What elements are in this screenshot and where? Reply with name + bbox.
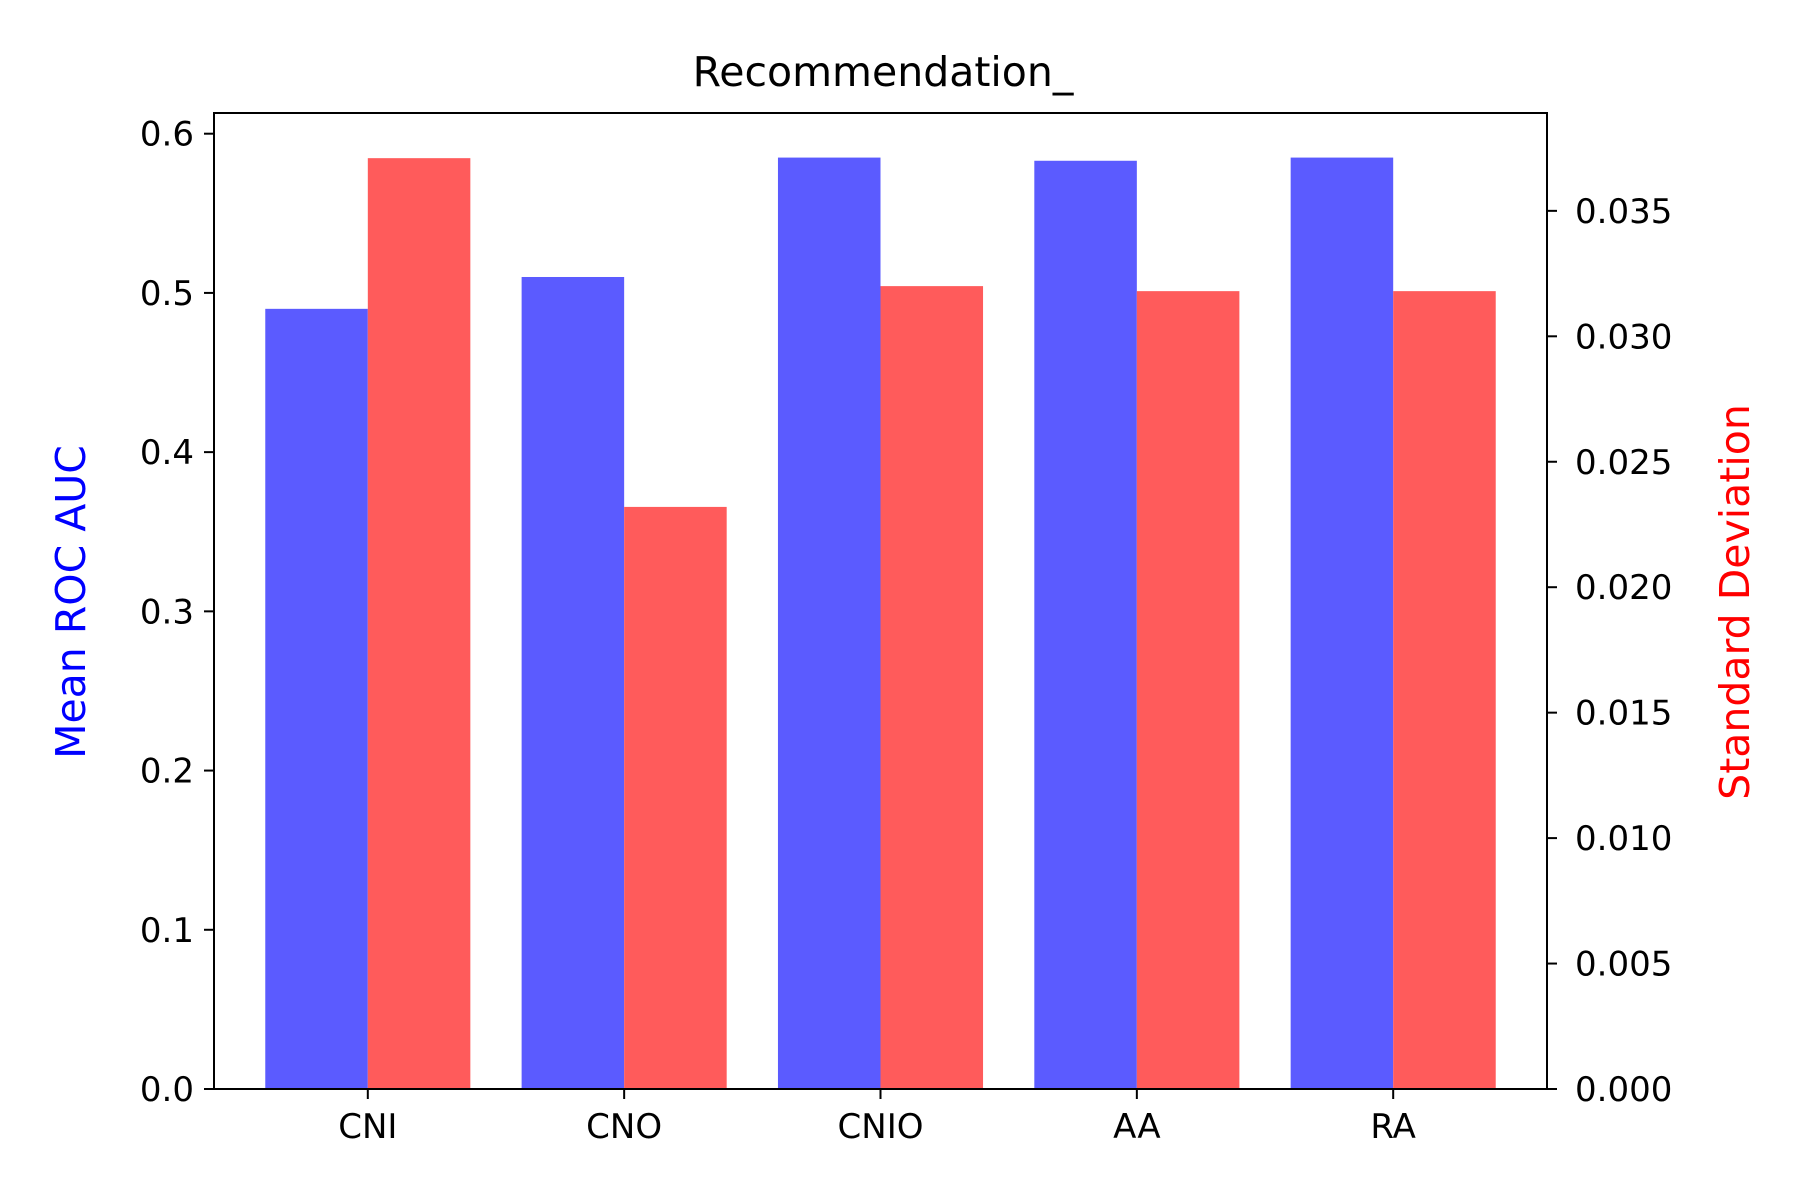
y-axis-right-label: Standard Deviation xyxy=(1711,404,1759,800)
mean-bar-cnio xyxy=(777,157,881,1089)
y-right-tick-label: 0.000 xyxy=(1575,1070,1672,1110)
chart-title: Recommendation_ xyxy=(693,48,1074,96)
x-tick-label: AA xyxy=(1113,1107,1160,1147)
std-bar-aa xyxy=(1136,291,1240,1090)
std-bar-cnio xyxy=(880,286,984,1089)
y-left-tick-label: 0.2 xyxy=(140,752,194,792)
std-bar-cni xyxy=(367,158,471,1089)
y-left-tick-label: 0.0 xyxy=(140,1070,194,1110)
y-left-tick-label: 0.6 xyxy=(140,115,194,155)
y-right-tick-label: 0.025 xyxy=(1575,443,1672,483)
mean-bar-ra xyxy=(1290,157,1394,1089)
y-right-tick-label: 0.035 xyxy=(1575,192,1672,232)
std-bar-cno xyxy=(624,506,727,1089)
y-right-tick-label: 0.005 xyxy=(1575,945,1672,985)
y-right-tick-label: 0.015 xyxy=(1575,694,1672,734)
axes: CNI CNO CNIO AA RA 0.0 0.1 0.2 0.3 0.4 0.5 0.6 0.000… xyxy=(140,112,1672,1147)
x-tick-label: CNI xyxy=(338,1107,397,1147)
x-tick-label: RA xyxy=(1370,1107,1416,1147)
x-tick-label: CNO xyxy=(586,1107,662,1147)
mean-bar-cno xyxy=(521,276,625,1089)
std-bar-ra xyxy=(1393,291,1496,1090)
y-right-tick-label: 0.030 xyxy=(1575,317,1672,357)
y-left-tick-label: 0.4 xyxy=(140,433,194,473)
y-left-tick-label: 0.3 xyxy=(140,592,194,632)
bars xyxy=(265,157,1496,1090)
y-right-tick-label: 0.020 xyxy=(1575,568,1672,608)
y-right-tick-label: 0.010 xyxy=(1575,819,1672,859)
mean-bar-aa xyxy=(1034,160,1137,1090)
x-tick-label: CNIO xyxy=(838,1107,924,1147)
y-left-tick-label: 0.5 xyxy=(140,274,194,314)
mean-bar-cni xyxy=(265,308,368,1089)
y-left-tick-label: 0.1 xyxy=(140,911,194,951)
y-axis-left-label: Mean ROC AUC xyxy=(47,445,95,759)
